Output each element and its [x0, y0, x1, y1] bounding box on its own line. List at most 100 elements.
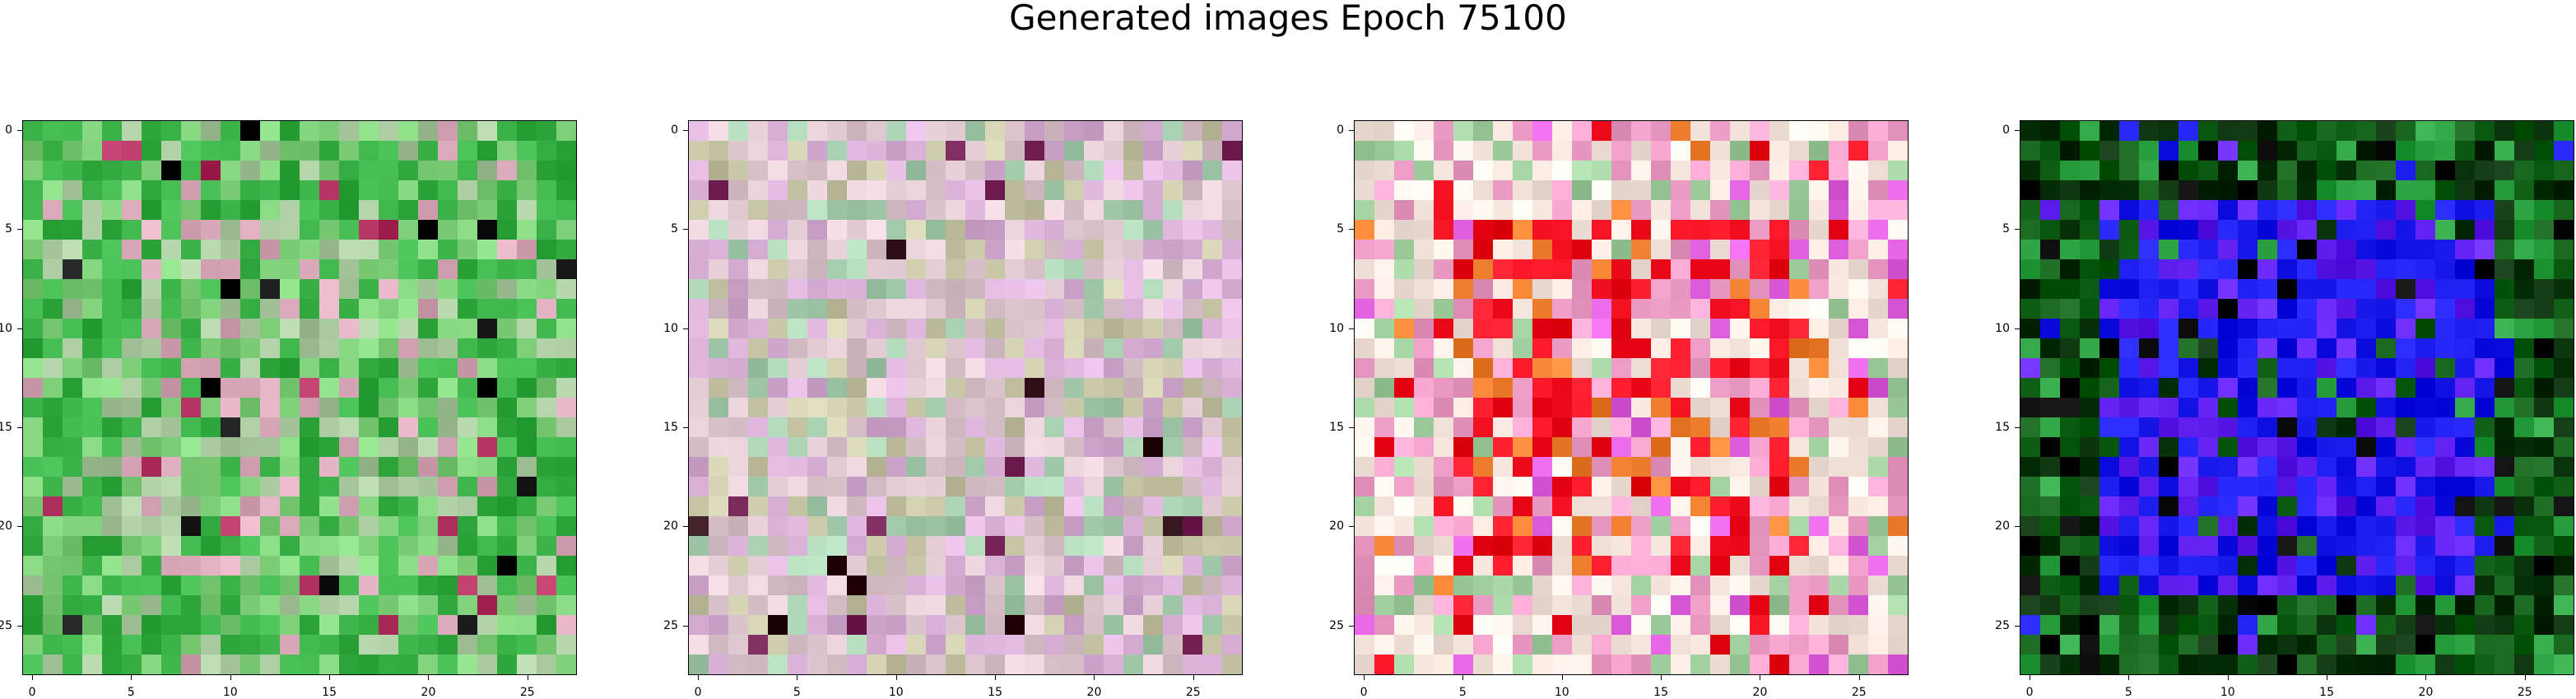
x-tick-label: 5 [2124, 686, 2132, 699]
x-tick-label: 25 [2517, 686, 2532, 699]
y-tick-label: 10 [1329, 321, 1344, 335]
x-tick-label: 15 [1653, 686, 1669, 699]
generated-image-panel-2: 0 5 10 15 20 25 0 5 10 15 20 25 [663, 120, 1243, 698]
y-tick-label: 20 [1995, 520, 2010, 534]
generated-image-4 [2020, 121, 2574, 674]
x-tick-label: 10 [888, 686, 904, 699]
y-tick-label: 0 [671, 123, 678, 137]
x-tick-mark [2128, 675, 2130, 680]
x-tick-label: 0 [28, 686, 36, 699]
x-tick-mark [2425, 675, 2427, 680]
x-tick-mark [329, 675, 331, 680]
y-tick-mark [17, 625, 22, 627]
x-tick-label: 15 [988, 686, 1003, 699]
y-tick-label: 20 [1329, 520, 1344, 534]
x-tick-label: 0 [694, 686, 702, 699]
x-tick-label: 20 [2418, 686, 2434, 699]
x-tick-mark [2227, 675, 2229, 680]
y-tick-label: 5 [5, 222, 12, 236]
y-tick-mark [1349, 130, 1354, 132]
image-axes [1354, 120, 1909, 675]
x-tick-mark [895, 675, 897, 680]
image-axes [2020, 120, 2574, 675]
generated-image-1 [23, 121, 576, 674]
x-tick-label: 5 [127, 686, 135, 699]
x-tick-mark [428, 675, 430, 680]
y-tick-mark [683, 130, 688, 132]
x-tick-mark [1661, 675, 1662, 680]
x-tick-label: 10 [2220, 686, 2235, 699]
generated-image-panel-1: 0 5 10 15 20 25 0 5 10 15 20 25 [0, 120, 577, 698]
image-axes [688, 120, 1243, 675]
y-tick-label: 25 [0, 618, 12, 632]
y-tick-label: 5 [2002, 222, 2010, 236]
y-tick-label: 5 [1337, 222, 1344, 236]
y-tick-mark [2015, 229, 2020, 231]
x-tick-label: 10 [222, 686, 238, 699]
y-tick-mark [683, 427, 688, 429]
x-tick-mark [1193, 675, 1194, 680]
y-tick-label: 25 [663, 618, 678, 632]
x-tick-label: 0 [1360, 686, 1368, 699]
x-tick-label: 15 [322, 686, 337, 699]
y-tick-mark [2015, 625, 2020, 627]
y-tick-label: 15 [1995, 421, 2010, 435]
y-tick-label: 5 [671, 222, 678, 236]
x-tick-label: 10 [1554, 686, 1569, 699]
y-tick-label: 25 [1329, 618, 1344, 632]
generated-image-2 [689, 121, 1242, 674]
y-tick-mark [17, 427, 22, 429]
y-tick-mark [17, 229, 22, 231]
y-tick-label: 0 [5, 123, 12, 137]
x-tick-mark [995, 675, 997, 680]
y-tick-label: 10 [0, 321, 12, 335]
x-tick-label: 20 [1086, 686, 1102, 699]
image-axes [22, 120, 577, 675]
y-tick-mark [2015, 526, 2020, 528]
x-tick-label: 5 [793, 686, 801, 699]
x-tick-label: 0 [2025, 686, 2034, 699]
x-tick-label: 15 [2319, 686, 2335, 699]
y-tick-mark [683, 526, 688, 528]
y-tick-mark [683, 625, 688, 627]
y-tick-mark [2015, 130, 2020, 132]
x-tick-mark [1364, 675, 1365, 680]
figure-title: Generated images Epoch 75100 [1009, 0, 1567, 38]
generated-image-panel-4: 0 5 10 15 20 25 0 5 10 15 20 25 [1995, 120, 2574, 698]
y-tick-mark [1349, 229, 1354, 231]
y-tick-mark [1349, 526, 1354, 528]
y-tick-label: 0 [1337, 123, 1344, 137]
x-tick-mark [230, 675, 231, 680]
x-tick-label: 25 [519, 686, 535, 699]
x-tick-mark [32, 675, 34, 680]
x-tick-label: 20 [1752, 686, 1768, 699]
y-tick-label: 15 [663, 421, 678, 435]
y-tick-label: 15 [1329, 421, 1344, 435]
y-tick-label: 20 [0, 520, 12, 534]
y-tick-label: 10 [663, 321, 678, 335]
x-tick-label: 25 [1851, 686, 1867, 699]
x-tick-label: 25 [1185, 686, 1201, 699]
y-tick-mark [683, 229, 688, 231]
generated-image-panel-3: 0 5 10 15 20 25 0 5 10 15 20 25 [1329, 120, 1909, 698]
x-tick-mark [698, 675, 700, 680]
y-tick-label: 0 [2002, 123, 2010, 137]
x-tick-mark [1094, 675, 1095, 680]
y-tick-mark [17, 130, 22, 132]
generated-image-3 [1355, 121, 1908, 674]
y-tick-mark [17, 526, 22, 528]
y-tick-mark [1349, 427, 1354, 429]
y-tick-label: 20 [663, 520, 678, 534]
y-tick-label: 10 [1995, 321, 2010, 335]
y-tick-mark [2015, 427, 2020, 429]
x-tick-mark [2524, 675, 2526, 680]
y-tick-label: 15 [0, 421, 12, 435]
y-tick-label: 25 [1995, 618, 2010, 632]
x-tick-label: 5 [1458, 686, 1467, 699]
x-tick-mark [1561, 675, 1563, 680]
x-tick-mark [1462, 675, 1464, 680]
x-tick-mark [1858, 675, 1860, 680]
y-tick-mark [1349, 625, 1354, 627]
x-tick-label: 20 [421, 686, 436, 699]
